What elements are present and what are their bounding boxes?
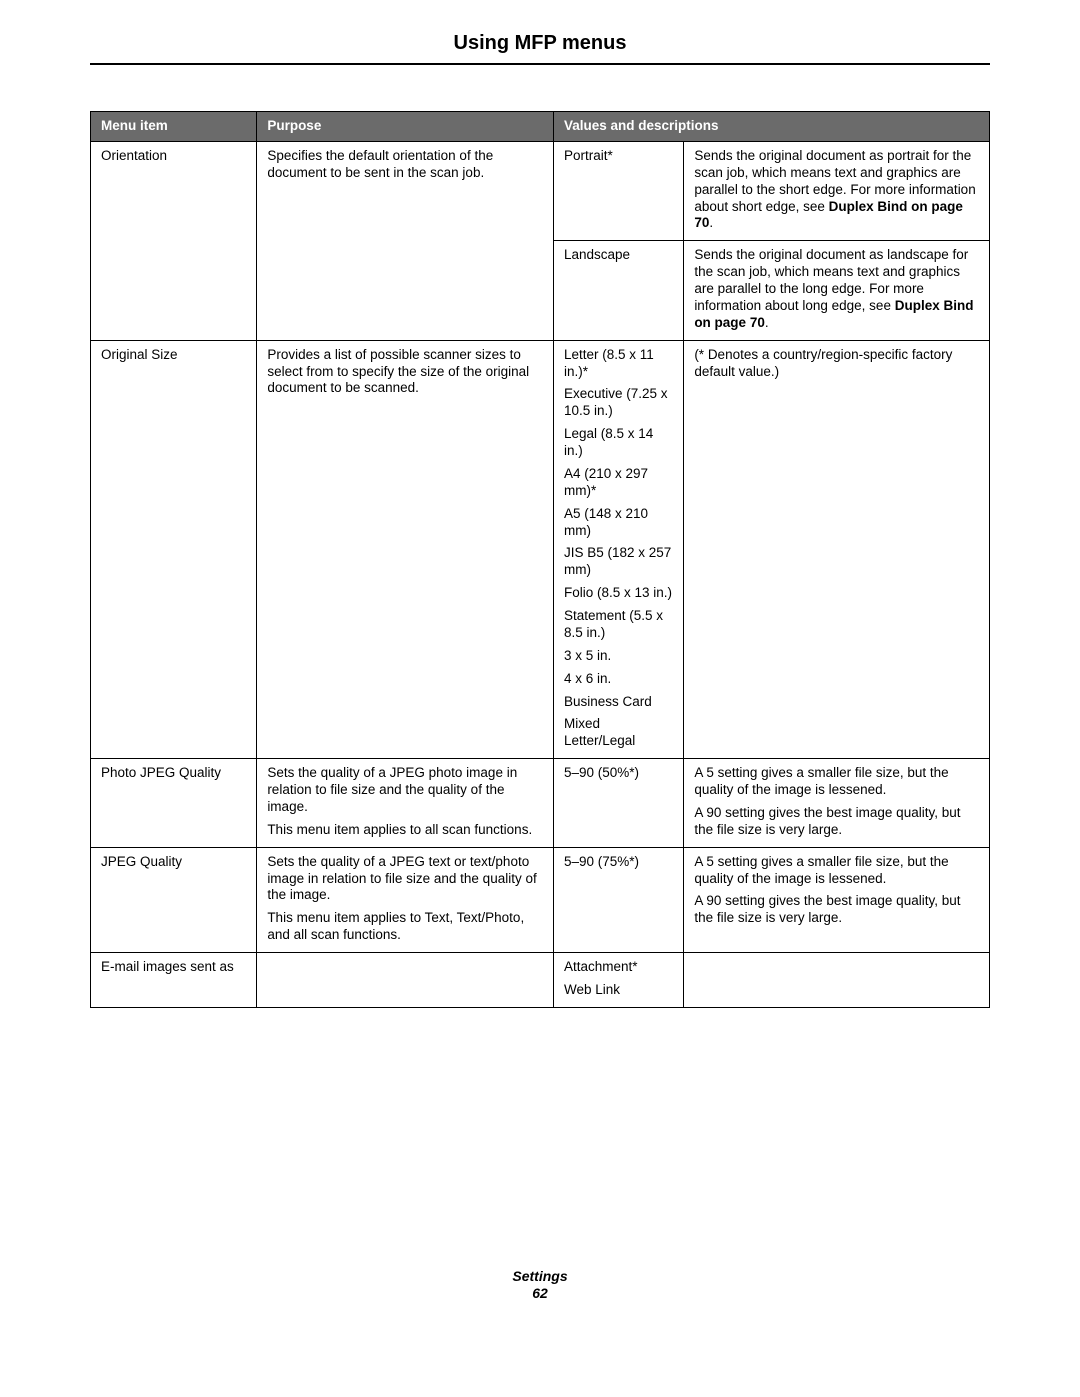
value-item: 3 x 5 in. <box>564 648 673 665</box>
cell-desc <box>684 953 990 1008</box>
value-item: Statement (5.5 x 8.5 in.) <box>564 608 673 642</box>
cell-purpose: Sets the quality of a JPEG photo image i… <box>257 759 554 848</box>
purpose-p: This menu item applies to all scan funct… <box>267 822 543 839</box>
value-item: A5 (148 x 210 mm) <box>564 506 673 540</box>
footer-page-number: 62 <box>90 1285 990 1303</box>
value-item: Web Link <box>564 982 673 999</box>
cell-menu-item: Orientation <box>91 141 257 340</box>
desc-post: . <box>765 315 769 330</box>
value-item: JIS B5 (182 x 257 mm) <box>564 545 673 579</box>
table-row: Photo JPEG Quality Sets the quality of a… <box>91 759 990 848</box>
cell-values-list: Attachment* Web Link <box>553 953 683 1008</box>
cell-desc: Sends the original document as portrait … <box>684 141 990 240</box>
table-row: JPEG Quality Sets the quality of a JPEG … <box>91 847 990 952</box>
value-item: Letter (8.5 x 11 in.)* <box>564 347 673 381</box>
purpose-p: This menu item applies to Text, Text/Pho… <box>267 910 543 944</box>
cell-purpose: Provides a list of possible scanner size… <box>257 340 554 759</box>
desc-post: . <box>709 215 713 230</box>
cell-purpose <box>257 953 554 1008</box>
footer-label: Settings <box>90 1268 990 1286</box>
value-item: A4 (210 x 297 mm)* <box>564 466 673 500</box>
value-item: Executive (7.25 x 10.5 in.) <box>564 386 673 420</box>
cell-values-list: Letter (8.5 x 11 in.)* Executive (7.25 x … <box>553 340 683 759</box>
menu-table: Menu item Purpose Values and description… <box>90 111 990 1008</box>
purpose-p: Sets the quality of a JPEG text or text/… <box>267 854 543 905</box>
cell-value: Portrait* <box>553 141 683 240</box>
purpose-p: Sets the quality of a JPEG photo image i… <box>267 765 543 816</box>
desc-p: A 90 setting gives the best image qualit… <box>694 805 979 839</box>
cell-value: 5–90 (50%*) <box>553 759 683 848</box>
col-menu-item: Menu item <box>91 112 257 142</box>
cell-menu-item: Photo JPEG Quality <box>91 759 257 848</box>
title-rule <box>90 63 990 65</box>
cell-desc: A 5 setting gives a smaller file size, b… <box>684 847 990 952</box>
value-item: Mixed Letter/Legal <box>564 716 673 750</box>
cell-desc: A 5 setting gives a smaller file size, b… <box>684 759 990 848</box>
cell-value: Landscape <box>553 241 683 340</box>
desc-p: A 5 setting gives a smaller file size, b… <box>694 765 979 799</box>
desc-p: A 90 setting gives the best image qualit… <box>694 893 979 927</box>
cell-desc: Sends the original document as landscape… <box>684 241 990 340</box>
table-header-row: Menu item Purpose Values and description… <box>91 112 990 142</box>
cell-menu-item: E-mail images sent as <box>91 953 257 1008</box>
desc-p: A 5 setting gives a smaller file size, b… <box>694 854 979 888</box>
table-row: Orientation Specifies the default orient… <box>91 141 990 240</box>
table-row: Original Size Provides a list of possibl… <box>91 340 990 759</box>
value-item: Folio (8.5 x 13 in.) <box>564 585 673 602</box>
cell-purpose: Sets the quality of a JPEG text or text/… <box>257 847 554 952</box>
cell-purpose: Specifies the default orientation of the… <box>257 141 554 340</box>
cell-menu-item: Original Size <box>91 340 257 759</box>
table-row: E-mail images sent as Attachment* Web Lin… <box>91 953 990 1008</box>
col-purpose: Purpose <box>257 112 554 142</box>
value-item: Attachment* <box>564 959 673 976</box>
cell-value: 5–90 (75%*) <box>553 847 683 952</box>
cell-menu-item: JPEG Quality <box>91 847 257 952</box>
cell-desc: (* Denotes a country/region-specific fac… <box>684 340 990 759</box>
value-item: Business Card <box>564 694 673 711</box>
page-footer: Settings 62 <box>90 1268 990 1303</box>
value-item: 4 x 6 in. <box>564 671 673 688</box>
page-title: Using MFP menus <box>90 32 990 63</box>
value-item: Legal (8.5 x 14 in.) <box>564 426 673 460</box>
col-values-desc: Values and descriptions <box>553 112 989 142</box>
